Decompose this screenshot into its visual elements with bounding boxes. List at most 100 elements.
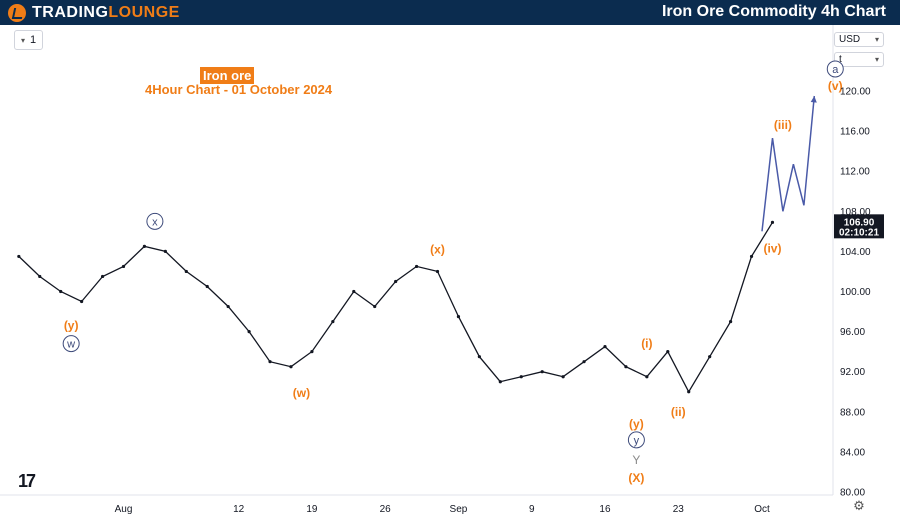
x-tick-label: 16 bbox=[599, 504, 611, 515]
projection-arrowhead bbox=[810, 96, 817, 103]
wave-label: y bbox=[634, 435, 640, 447]
price-point bbox=[331, 319, 335, 324]
wave-label: Y bbox=[632, 453, 640, 467]
wave-label: (v) bbox=[828, 79, 843, 93]
price-point bbox=[414, 264, 419, 269]
interval-selector[interactable]: ▾ 1 bbox=[14, 30, 44, 50]
wave-label: w bbox=[66, 339, 75, 351]
price-point bbox=[708, 355, 712, 359]
price-point bbox=[582, 360, 586, 364]
price-point bbox=[100, 274, 105, 279]
price-point bbox=[163, 249, 167, 253]
price-point bbox=[624, 365, 628, 369]
price-point bbox=[247, 330, 251, 334]
currency-selector[interactable]: USD ▾ bbox=[834, 32, 884, 47]
price-point bbox=[142, 244, 147, 248]
currency-value: USD bbox=[839, 34, 861, 45]
x-tick-label: 23 bbox=[673, 504, 685, 515]
last-price-box bbox=[834, 214, 884, 239]
chart-subtitle: 4Hour Chart - 01 October 2024 bbox=[145, 82, 333, 97]
price-point bbox=[603, 345, 607, 349]
wave-label: x bbox=[152, 216, 158, 228]
wave-label: (X) bbox=[628, 471, 644, 485]
y-tick-label: 104.00 bbox=[840, 247, 871, 258]
wave-label: (iv) bbox=[763, 241, 781, 255]
chevron-down-icon: ▾ bbox=[874, 35, 879, 44]
wave-label-circle: x bbox=[146, 212, 164, 230]
tradingview-logo: 17 bbox=[18, 471, 36, 491]
y-tick-label: 120.00 bbox=[840, 87, 871, 98]
x-tick-label: Aug bbox=[115, 504, 133, 515]
x-tick-label: 9 bbox=[529, 504, 535, 515]
price-point bbox=[728, 319, 733, 324]
chart-title: Iron ore bbox=[200, 67, 255, 84]
wave-label: (x) bbox=[430, 242, 445, 256]
y-tick-label: 96.00 bbox=[840, 327, 865, 338]
price-point bbox=[477, 355, 481, 359]
wave-label-circle: y bbox=[627, 431, 645, 449]
price-point bbox=[394, 279, 398, 284]
price-point bbox=[456, 314, 461, 319]
y-tick-label: 100.00 bbox=[840, 287, 871, 298]
unit-selector[interactable]: t ▾ bbox=[834, 52, 884, 67]
tradinglounge-logo-icon bbox=[8, 3, 26, 22]
wave-label: a bbox=[832, 64, 839, 76]
chevron-down-icon: ▾ bbox=[874, 55, 879, 64]
price-point bbox=[498, 380, 502, 384]
price-point bbox=[666, 350, 670, 354]
price-point bbox=[687, 390, 691, 394]
price-point bbox=[80, 299, 84, 304]
page-title: Iron Ore Commodity 4h Chart bbox=[661, 3, 886, 20]
time-axis[interactable]: Aug 12 19 26 Sep 9 16 23 Oct bbox=[115, 504, 770, 515]
price-point bbox=[289, 365, 293, 369]
price-point bbox=[38, 274, 42, 279]
price-point bbox=[226, 304, 230, 309]
wave-label: (w) bbox=[293, 386, 310, 400]
x-tick-label: Oct bbox=[754, 504, 770, 515]
price-axis[interactable]: 80.00 84.00 88.00 92.00 96.00 100.00 104.00 108… bbox=[840, 87, 871, 499]
brand-logo: TRADINGLOUNGE bbox=[8, 3, 180, 22]
price-point bbox=[121, 264, 126, 269]
y-tick-label: 112.00 bbox=[840, 167, 870, 178]
price-point bbox=[540, 370, 544, 374]
y-tick-label: 88.00 bbox=[840, 407, 865, 418]
price-point bbox=[17, 254, 21, 259]
x-tick-label: 19 bbox=[306, 504, 318, 515]
unit-value: t bbox=[839, 54, 842, 65]
price-point bbox=[749, 254, 754, 259]
price-point bbox=[373, 304, 377, 309]
price-point bbox=[268, 360, 272, 364]
wave-label: (ii) bbox=[671, 405, 686, 419]
wave-circle bbox=[826, 60, 844, 78]
price-chart: x(y)w(w)(x)(i)(ii)(y)yY(X)(iii)(iv)(v)a … bbox=[0, 25, 884, 515]
wave-label-circle: a bbox=[826, 60, 844, 78]
wave-circle bbox=[62, 335, 80, 353]
y-tick-label: 92.00 bbox=[840, 367, 865, 378]
price-point bbox=[310, 350, 314, 354]
wave-label: (y) bbox=[629, 417, 644, 431]
top-banner: TRADINGLOUNGE Iron Ore Commodity 4h Char… bbox=[0, 0, 900, 25]
price-point bbox=[519, 375, 523, 379]
chart-panel[interactable]: ▾ 1 USD ▾ t ▾ Iron ore 4Hour Chart - 01 … bbox=[0, 25, 900, 522]
wave-circle bbox=[627, 431, 645, 449]
gear-icon[interactable]: ⚙ bbox=[853, 498, 865, 513]
wave-labels-group: x (y) w (w) (x) (i) (ii) (y) yY (X) (iii) (iv) (v) a bbox=[62, 60, 844, 485]
last-price-countdown: 02:10:21 bbox=[839, 227, 879, 238]
brand-name-part2: LOUNGE bbox=[108, 3, 180, 21]
wave-label-circle: w bbox=[62, 335, 80, 353]
y-tick-label: 116.00 bbox=[840, 127, 870, 138]
interval-value: 1 bbox=[30, 34, 37, 46]
price-point bbox=[59, 289, 63, 294]
y-tick-label: 80.00 bbox=[840, 488, 865, 499]
price-point bbox=[184, 269, 188, 274]
wave-label: (iii) bbox=[774, 118, 792, 132]
y-tick-label: 84.00 bbox=[840, 447, 865, 458]
price-point bbox=[770, 220, 775, 224]
x-tick-label: 12 bbox=[233, 504, 245, 515]
projection-group bbox=[761, 95, 817, 232]
last-price-value: 106.90 bbox=[844, 217, 875, 228]
chevron-down-icon: ▾ bbox=[21, 35, 26, 45]
price-line bbox=[18, 221, 774, 394]
price-point bbox=[205, 284, 209, 289]
